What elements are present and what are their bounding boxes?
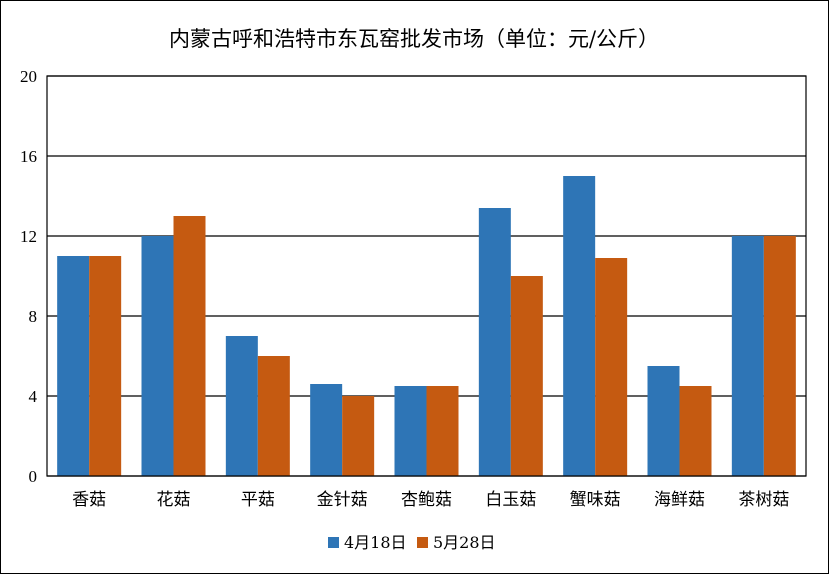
bar-series1 <box>57 256 90 476</box>
x-tick-label: 香菇 <box>72 490 106 510</box>
x-axis-labels: 香菇 花菇 平菇 金针菇 杏鲍菇 白玉菇 蟹味菇 海鲜菇 茶树菇 <box>72 490 789 510</box>
bar-series1 <box>647 366 680 476</box>
bar-series1 <box>394 386 427 476</box>
bar-series2 <box>257 356 290 476</box>
x-tick-label: 花菇 <box>157 490 191 510</box>
bar-series2 <box>595 258 628 476</box>
legend-label: 4月18日 <box>344 533 407 552</box>
bar-series2 <box>426 386 459 476</box>
y-tick-label: 4 <box>29 387 38 406</box>
bar-series1 <box>563 176 596 476</box>
bar-series2 <box>510 276 543 476</box>
bar-series1 <box>731 236 764 476</box>
bar-series1 <box>141 236 174 476</box>
bar-series2 <box>342 396 375 476</box>
legend-swatch <box>328 537 339 548</box>
bar-series2 <box>89 256 122 476</box>
y-tick-label: 16 <box>20 147 37 166</box>
bar-series1 <box>478 208 511 476</box>
x-tick-label: 平菇 <box>241 490 275 510</box>
chart-title: 内蒙古呼和浩特市东瓦窑批发市场（单位：元/公斤） <box>169 27 659 51</box>
bar-series1 <box>225 336 258 476</box>
y-tick-label: 8 <box>29 307 38 326</box>
y-tick-label: 0 <box>29 467 38 486</box>
y-axis-ticks: 0 4 8 12 16 20 <box>20 67 38 486</box>
x-tick-label: 蟹味菇 <box>570 490 621 510</box>
bar-series1 <box>310 384 343 476</box>
bar-series2 <box>679 386 712 476</box>
plot-area <box>46 75 807 477</box>
x-tick-label: 海鲜菇 <box>654 490 705 510</box>
legend-label: 5月28日 <box>433 533 496 552</box>
x-tick-label: 杏鲍菇 <box>401 490 452 510</box>
x-tick-label: 金针菇 <box>317 490 368 510</box>
y-tick-label: 12 <box>20 227 37 246</box>
bar-series2 <box>763 236 796 476</box>
y-tick-label: 20 <box>20 67 37 86</box>
legend: 4月18日 5月28日 <box>328 533 496 552</box>
x-tick-label: 茶树菇 <box>738 490 789 510</box>
bar-series2 <box>173 216 206 476</box>
x-tick-label: 白玉菇 <box>485 490 536 510</box>
legend-swatch <box>417 537 428 548</box>
bars <box>57 176 796 476</box>
